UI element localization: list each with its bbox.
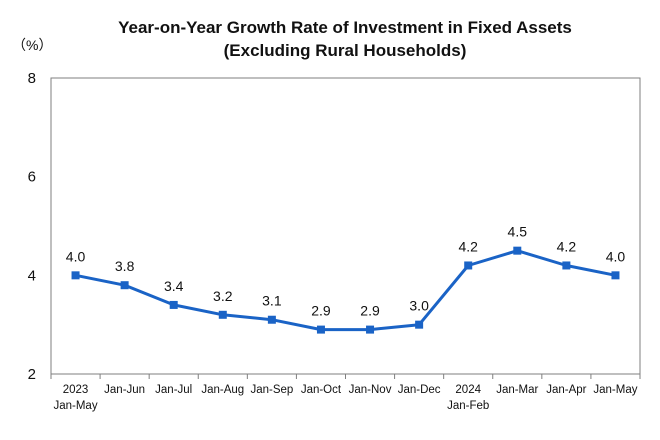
x-tick-label: 2024 xyxy=(455,384,481,396)
y-tick-label: 4 xyxy=(28,267,36,284)
x-tick-label: Jan-Mar xyxy=(496,384,538,396)
y-axis-ticks: 2 4 6 8 xyxy=(28,70,36,383)
data-point-marker xyxy=(71,271,80,280)
data-labels: 4.0 3.8 3.4 3.2 3.1 2.9 2.9 3.0 4.2 4.5 4.2 4.0 xyxy=(66,224,626,319)
data-point-label: 4.0 xyxy=(606,248,626,264)
x-tick-label: Jan-Nov xyxy=(349,384,392,396)
x-tick-label: Jan-Sep xyxy=(250,384,293,396)
x-tick-label: Jan-Aug xyxy=(201,384,244,396)
data-point-label: 2.9 xyxy=(311,303,331,319)
series-line xyxy=(75,249,616,332)
data-point-label: 4.5 xyxy=(508,224,528,240)
y-axis-unit-label: （%） xyxy=(12,37,52,53)
x-tick-label: Jan-Apr xyxy=(546,384,586,396)
x-tick-label: 2023 xyxy=(63,384,89,396)
x-tick-label: Jan-Jun xyxy=(104,384,145,396)
data-point-label: 3.0 xyxy=(409,298,429,314)
x-tick-label: Jan-May xyxy=(53,400,97,412)
data-point-marker xyxy=(366,325,375,334)
x-tick-label: Jan-Feb xyxy=(447,400,489,412)
data-point-label: 3.2 xyxy=(213,288,233,304)
data-point-marker xyxy=(464,261,473,270)
data-point-label: 3.4 xyxy=(164,278,184,294)
data-point-marker xyxy=(316,325,325,334)
data-point-label: 4.2 xyxy=(557,238,577,254)
y-tick-label: 8 xyxy=(28,70,36,87)
x-tick-label: Jan-Oct xyxy=(301,384,342,396)
y-tick-label: 6 xyxy=(28,169,36,186)
x-axis-ticks: 2023 Jan-May Jan-Jun Jan-Jul Jan-Aug Jan-Sep J… xyxy=(50,374,641,412)
y-tick-label: 2 xyxy=(28,366,36,383)
data-point-marker xyxy=(169,300,178,309)
data-point-marker xyxy=(120,281,129,290)
x-tick-label: Jan-Jul xyxy=(155,384,192,396)
data-point-marker xyxy=(611,271,620,280)
data-point-label: 2.9 xyxy=(360,303,380,319)
data-point-label: 3.8 xyxy=(115,258,135,274)
data-point-label: 4.0 xyxy=(66,248,86,264)
data-point-marker xyxy=(562,261,571,270)
x-tick-label: Jan-May xyxy=(593,384,637,396)
chart-title-line-2: (Excluding Rural Households) xyxy=(224,41,467,60)
data-point-label: 3.1 xyxy=(262,293,282,309)
series-growth-rate xyxy=(71,246,620,334)
data-point-marker xyxy=(267,315,276,324)
chart-title-line-1: Year-on-Year Growth Rate of Investment i… xyxy=(118,18,572,37)
data-point-marker xyxy=(513,246,522,255)
x-tick-label: Jan-Dec xyxy=(398,384,441,396)
data-point-marker xyxy=(218,310,227,319)
data-point-marker xyxy=(415,320,424,329)
data-point-label: 4.2 xyxy=(458,238,478,254)
